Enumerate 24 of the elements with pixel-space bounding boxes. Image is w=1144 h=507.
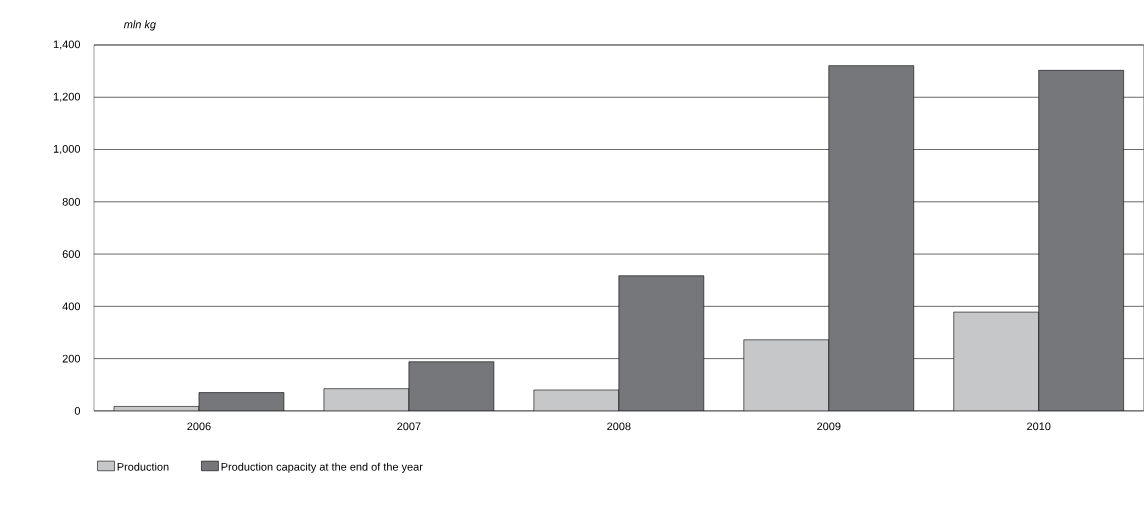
y-tick-label: 1,000 — [53, 145, 81, 155]
bar — [618, 275, 705, 411]
y-axis-title: mln kg — [123, 20, 156, 31]
bar — [1038, 70, 1124, 411]
x-tick-label: 2006 — [187, 422, 211, 431]
bar — [323, 388, 410, 411]
y-tick-label: 1,400 — [53, 40, 81, 50]
x-tick-label: 2007 — [397, 422, 421, 431]
y-tick-label: 0 — [74, 407, 81, 415]
bar — [828, 65, 915, 411]
legend-label: Production — [117, 462, 169, 471]
bar — [953, 311, 1040, 411]
bar — [198, 392, 285, 411]
y-tick-label: 600 — [62, 250, 81, 259]
legend-label: Production capacity at the end of the year — [221, 462, 423, 473]
x-tick-label: 2009 — [817, 422, 841, 431]
y-tick-label: 400 — [62, 302, 81, 311]
x-tick-label: 2010 — [1027, 422, 1051, 431]
bar — [743, 339, 830, 411]
y-tick-label: 800 — [62, 197, 81, 206]
y-tick-label: 200 — [62, 354, 81, 363]
x-tick-label: 2008 — [607, 422, 631, 431]
y-tick-label: 1,200 — [53, 92, 81, 102]
bar — [408, 361, 495, 411]
